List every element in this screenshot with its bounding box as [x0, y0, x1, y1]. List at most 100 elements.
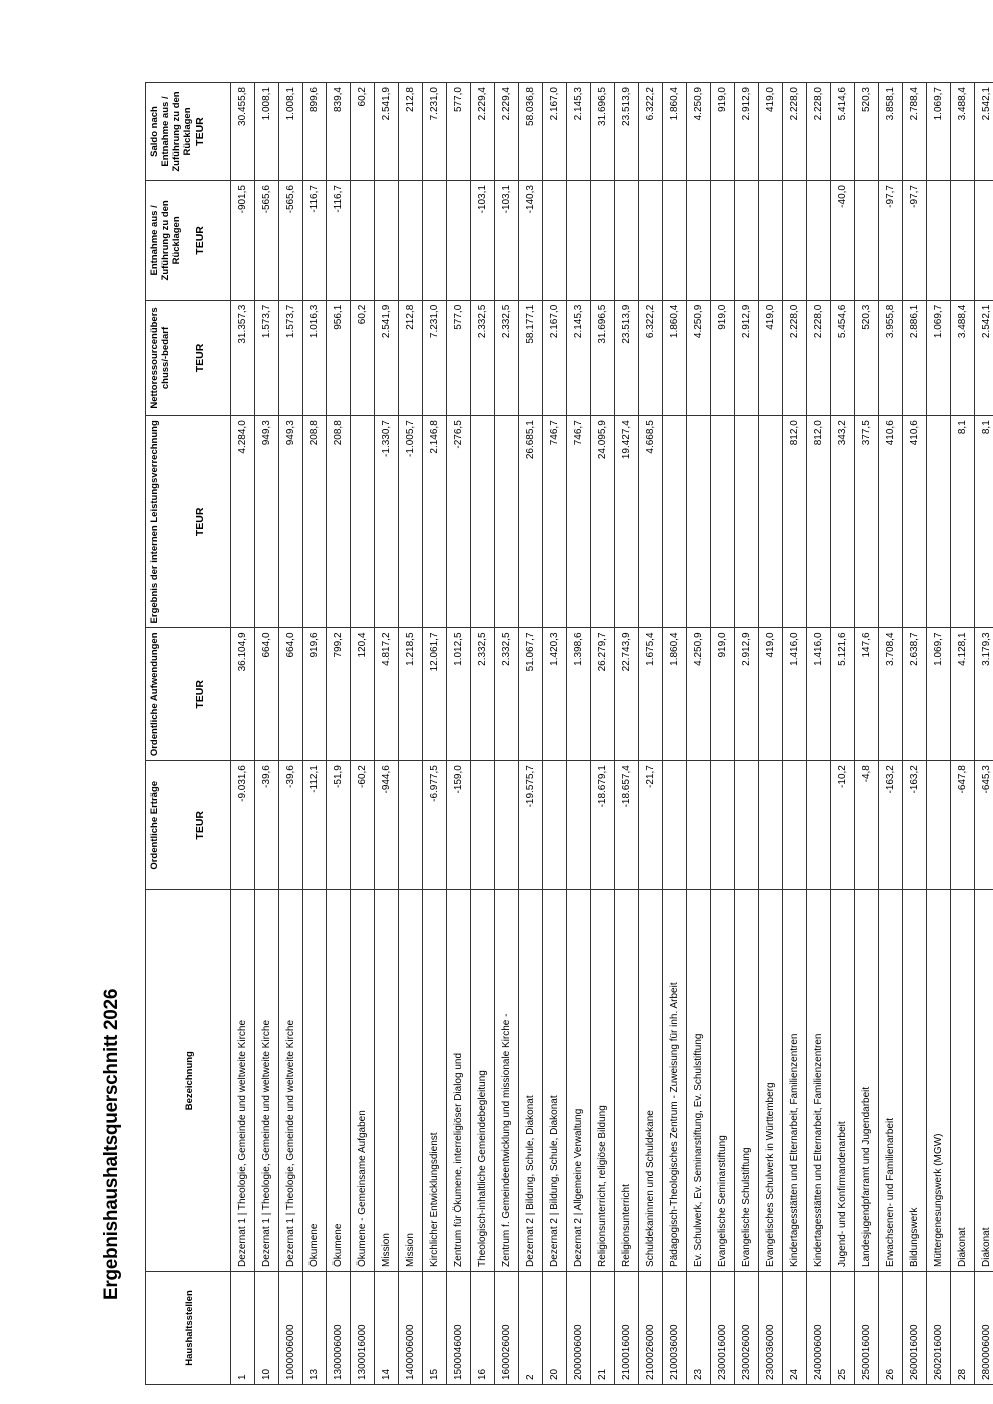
cell-code: 16 [470, 1271, 495, 1385]
table-row: 21 Religionsunterricht, religiöse Bildung… [590, 82, 615, 1385]
cell-ordinary-expenses: 4.128,1 [950, 627, 975, 761]
cell-balance: 2.542,1 [974, 82, 993, 181]
cell-ordinary-expenses: 919,0 [710, 627, 735, 761]
table-row: 2300026000 Evangelische Schulstiftung 2.91… [734, 82, 759, 1385]
cell-reserves [926, 180, 951, 301]
cell-net-resources: 919,0 [710, 300, 735, 416]
cell-net-resources: 212,8 [398, 300, 423, 416]
cell-balance: 2.229,4 [470, 82, 495, 181]
cell-code: 1000006000 [278, 1271, 303, 1385]
cell-balance: 58.036,8 [518, 82, 543, 181]
cell-net-resources: 419,0 [758, 300, 783, 416]
cell-reserves: -565,6 [278, 180, 303, 301]
cell-internal-allocation: 812,0 [806, 415, 831, 628]
header-code: Haushaltsstellen [145, 1271, 231, 1385]
cell-code: 2600016000 [902, 1271, 927, 1385]
table-row: 23 Ev. Schulwerk, Ev. Seminarstiftung, Ev… [686, 82, 711, 1385]
cell-ordinary-income: -19.575,7 [518, 760, 543, 890]
cell-reserves [590, 180, 615, 301]
cell-internal-allocation [662, 415, 687, 628]
cell-internal-allocation: 8,1 [950, 415, 975, 628]
cell-balance: 839,4 [326, 82, 351, 181]
cell-code: 10 [254, 1271, 279, 1385]
table-row: 2602016000 Müttergenesungswerk (MGW) 1.069… [926, 82, 951, 1385]
cell-reserves [446, 180, 471, 301]
cell-reserves [566, 180, 591, 301]
cell-ordinary-income: -645,3 [974, 760, 993, 890]
cell-reserves [662, 180, 687, 301]
cell-net-resources: 2.332,5 [494, 300, 519, 416]
cell-balance: 2.228,0 [782, 82, 807, 181]
cell-ordinary-expenses: 1.218,5 [398, 627, 423, 761]
cell-reserves [950, 180, 975, 301]
cell-reserves [638, 180, 663, 301]
table-row: 15 Kirchlicher Entwicklungsdienst -6.977,5… [422, 82, 447, 1385]
cell-description: Erwachsenen- und Familienarbeit [878, 889, 903, 1272]
cell-balance: 4.250,9 [686, 82, 711, 181]
cell-internal-allocation [758, 415, 783, 628]
cell-description: Religionsunterricht [614, 889, 639, 1272]
table-row: 10 Dezernat 1 | Theologie, Gemeinde und w… [254, 82, 279, 1385]
rotated-page: Ergebnishaushaltsquerschnitt 2026 Hausha… [95, 82, 993, 1392]
cell-reserves [758, 180, 783, 301]
cell-balance: 1.008,1 [254, 82, 279, 181]
cell-ordinary-expenses: 919,6 [302, 627, 327, 761]
cell-internal-allocation: -1.330,7 [374, 415, 399, 628]
cell-ordinary-income: -944,6 [374, 760, 399, 890]
cell-balance: 520,3 [854, 82, 879, 181]
cell-description: Pädagogisch-Theologisches Zentrum - Zuwe… [662, 889, 687, 1272]
cell-internal-allocation [686, 415, 711, 628]
cell-code: 2100036000 [662, 1271, 687, 1385]
cell-net-resources: 1.860,4 [662, 300, 687, 416]
header-reserves: Entnahme aus / Zuführung zu den Rücklage… [145, 180, 231, 301]
table-row: 13 Ökumene -112,1 919,6 208,8 1.016,3 -116,7 89… [302, 82, 327, 1385]
cell-ordinary-income [398, 760, 423, 890]
cell-description: Mission [398, 889, 423, 1272]
cell-net-resources: 23.513,9 [614, 300, 639, 416]
cell-ordinary-expenses: 664,0 [254, 627, 279, 761]
cell-internal-allocation: 19.427,4 [614, 415, 639, 628]
cell-code: 1 [230, 1271, 255, 1385]
table-row: 2400006000 Kindertagesstätten und Elterna… [806, 82, 831, 1385]
cell-ordinary-income: -18.679,1 [590, 760, 615, 890]
cell-description: Ev. Schulwerk, Ev. Seminarstiftung, Ev. … [686, 889, 711, 1272]
cell-code: 25 [830, 1271, 855, 1385]
cell-description: Zentrum f. Gemeindeentwicklung und missi… [494, 889, 519, 1272]
cell-net-resources: 4.250,9 [686, 300, 711, 416]
cell-ordinary-income [758, 760, 783, 890]
cell-ordinary-expenses: 36.104,9 [230, 627, 255, 761]
cell-net-resources: 31.696,5 [590, 300, 615, 416]
cell-ordinary-income [782, 760, 807, 890]
table-row: 1000006000 Dezernat 1 | Theologie, Gemein… [278, 82, 303, 1385]
cell-code: 2800006000 [974, 1271, 993, 1385]
header-description: Bezeichnung [145, 889, 231, 1272]
cell-reserves [782, 180, 807, 301]
cell-description: Ökumene [302, 889, 327, 1272]
cell-internal-allocation [926, 415, 951, 628]
cell-description: Dezernat 1 | Theologie, Gemeinde und wel… [254, 889, 279, 1272]
cell-internal-allocation: 949,3 [278, 415, 303, 628]
cell-ordinary-expenses: 2.332,5 [494, 627, 519, 761]
cell-reserves: -116,7 [302, 180, 327, 301]
cell-net-resources: 2.145,3 [566, 300, 591, 416]
cell-internal-allocation [470, 415, 495, 628]
cell-ordinary-expenses: 4.817,2 [374, 627, 399, 761]
cell-ordinary-expenses: 419,0 [758, 627, 783, 761]
cell-ordinary-expenses: 1.675,4 [638, 627, 663, 761]
cell-ordinary-income [494, 760, 519, 890]
cell-code: 2300016000 [710, 1271, 735, 1385]
table-row: 2300016000 Evangelische Seminarstiftung 91… [710, 82, 735, 1385]
table-row: 2100036000 Pädagogisch-Theologisches Zent… [662, 82, 687, 1385]
cell-internal-allocation: 949,3 [254, 415, 279, 628]
cell-code: 2602016000 [926, 1271, 951, 1385]
header-unit: TEUR [194, 343, 206, 373]
cell-net-resources: 520,3 [854, 300, 879, 416]
cell-ordinary-income: -18.657,4 [614, 760, 639, 890]
cell-net-resources: 2.228,0 [806, 300, 831, 416]
cell-code: 2300036000 [758, 1271, 783, 1385]
cell-ordinary-expenses: 22.743,9 [614, 627, 639, 761]
cell-ordinary-expenses: 2.638,7 [902, 627, 927, 761]
cell-reserves [854, 180, 879, 301]
cell-ordinary-income: -60,2 [350, 760, 375, 890]
cell-internal-allocation: 343,2 [830, 415, 855, 628]
